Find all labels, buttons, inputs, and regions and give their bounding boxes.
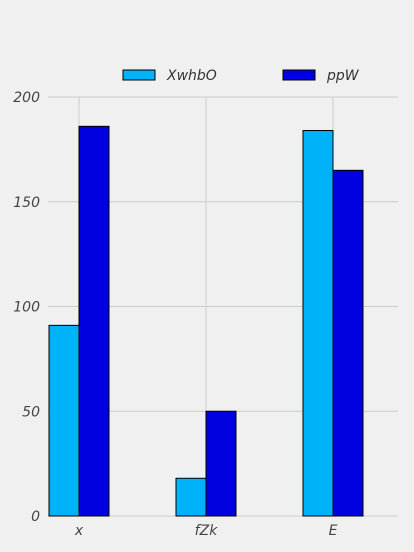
legend-swatch — [122, 69, 156, 81]
x-tick-label: fZk — [195, 523, 219, 539]
y-tick-label: 200 — [13, 90, 40, 106]
bar-XwhbO-E — [302, 130, 334, 517]
x-tick-label: E — [329, 523, 338, 539]
y-tick-label: 50 — [22, 404, 40, 420]
x-tick-label: x — [74, 523, 84, 539]
legend-swatch — [282, 69, 316, 81]
legend: XwhbO ppW — [122, 68, 360, 84]
bar-XwhbO-fZk — [175, 477, 207, 517]
y-tick-label: 100 — [13, 300, 40, 316]
legend-label: ppW — [326, 68, 360, 84]
y-axis-tick-labels: 0 50 100 150 200 — [13, 90, 40, 525]
legend-label: XwhbO — [166, 68, 217, 84]
y-tick-label: 150 — [13, 195, 40, 211]
y-tick-label: 0 — [31, 509, 40, 525]
bar-XwhbO-x — [48, 324, 80, 517]
x-axis-tick-labels: x fZk E — [74, 523, 338, 539]
bars — [48, 125, 364, 517]
bar-ppW-E — [332, 169, 364, 517]
bar-ppW-x — [78, 125, 110, 517]
bar-ppW-fZk — [205, 410, 237, 517]
